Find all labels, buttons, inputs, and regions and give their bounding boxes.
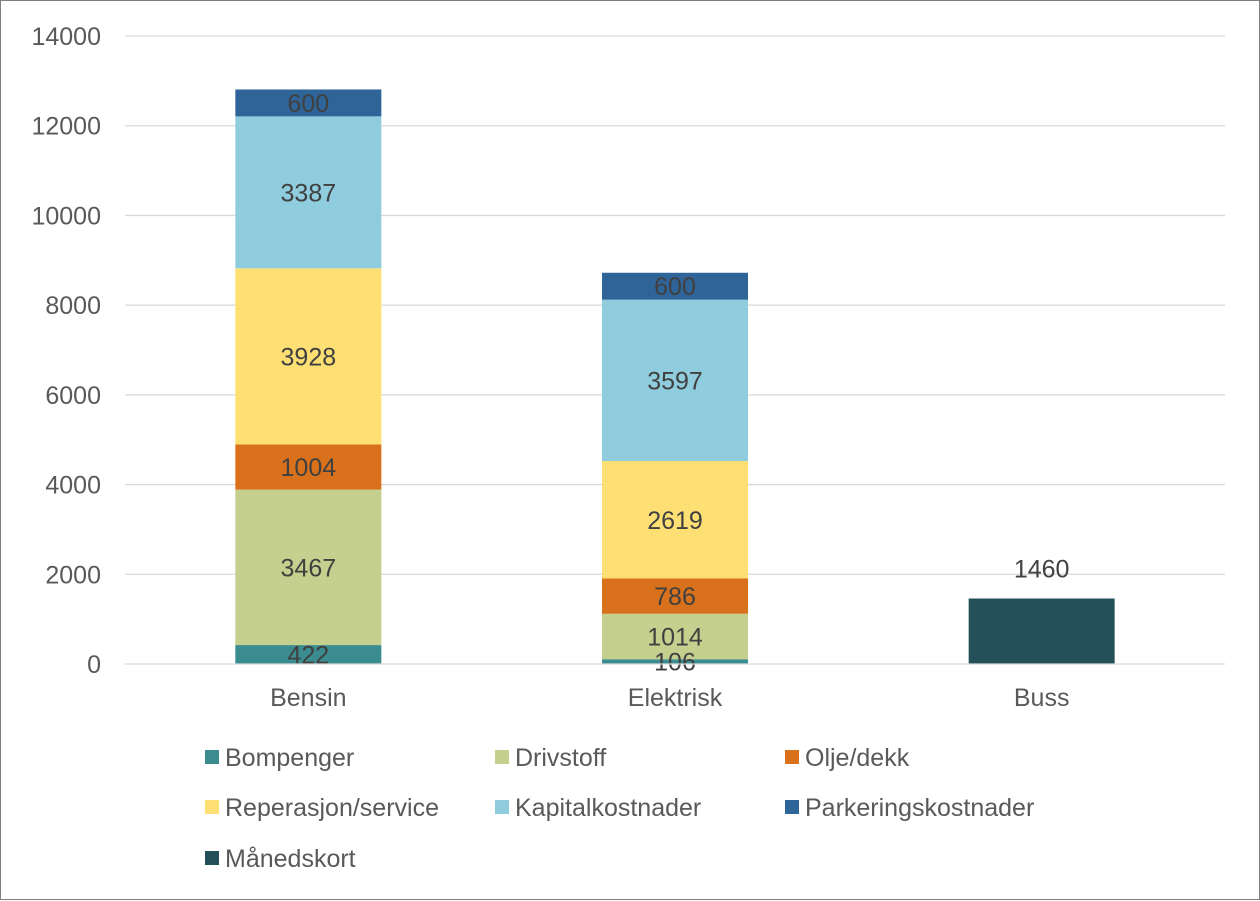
y-tick-label: 6000 [45, 382, 101, 410]
legend-swatch [495, 750, 509, 764]
legend-swatch [495, 800, 509, 814]
bar-segment [235, 268, 382, 445]
legend-label: Bompenger [225, 744, 354, 772]
bar-segment [235, 444, 382, 490]
data-labels: 422 106 3467 1014 1004 786 3928 2619 3387 3597 600… [281, 90, 1070, 677]
data-label: 1014 [647, 624, 703, 652]
bar-segment [235, 89, 382, 117]
data-label: 3928 [281, 343, 337, 371]
legend-label: Månedskort [225, 845, 356, 873]
data-label: 786 [654, 583, 696, 611]
bar-segment [968, 598, 1115, 664]
legend-swatch [785, 800, 799, 814]
data-label: 422 [287, 642, 329, 670]
legend-label: Reperasjon/service [225, 794, 439, 822]
legend-swatch [205, 800, 219, 814]
bar-segment [602, 659, 748, 664]
bar-segment [602, 299, 748, 462]
x-tick-label: Elektrisk [628, 684, 723, 712]
legend: Bompenger Drivstoff Olje/dekk Reperasjon/se… [205, 744, 1034, 873]
bar-segment [602, 461, 748, 579]
y-tick-label: 4000 [45, 472, 101, 500]
bar-segment [235, 645, 382, 664]
bar-segment [602, 578, 748, 614]
data-label: 600 [654, 273, 696, 301]
data-label: 3387 [281, 179, 337, 207]
legend-label: Drivstoff [515, 744, 606, 772]
data-label: 106 [654, 649, 696, 677]
data-label: 1460 [1014, 556, 1070, 584]
x-axis: Bensin Elektrisk Buss [125, 663, 1225, 712]
y-tick-label: 2000 [45, 561, 101, 589]
y-tick-label: 14000 [31, 23, 101, 51]
y-tick-label: 0 [87, 651, 101, 679]
bar-segment [235, 116, 382, 269]
y-tick-label: 12000 [31, 113, 101, 141]
bar-segment [235, 489, 382, 646]
data-label: 1004 [281, 454, 337, 482]
x-tick-label: Bensin [270, 684, 346, 712]
y-tick-label: 8000 [45, 292, 101, 320]
y-axis: 0 2000 4000 6000 8000 10000 12000 14000 [31, 23, 101, 679]
data-label: 600 [287, 90, 329, 118]
bar-segment [602, 613, 748, 660]
legend-label: Parkeringskostnader [805, 794, 1034, 822]
legend-label: Kapitalkostnader [515, 794, 701, 822]
data-label: 3467 [281, 554, 337, 582]
bars [235, 89, 1115, 664]
y-tick-label: 10000 [31, 202, 101, 230]
data-label: 2619 [647, 507, 703, 535]
bar-segment [602, 272, 748, 300]
legend-swatch [205, 851, 219, 865]
legend-swatch [205, 750, 219, 764]
legend-swatch [785, 750, 799, 764]
legend-label: Olje/dekk [805, 744, 910, 772]
x-tick-label: Buss [1014, 684, 1070, 712]
data-label: 3597 [647, 367, 703, 395]
